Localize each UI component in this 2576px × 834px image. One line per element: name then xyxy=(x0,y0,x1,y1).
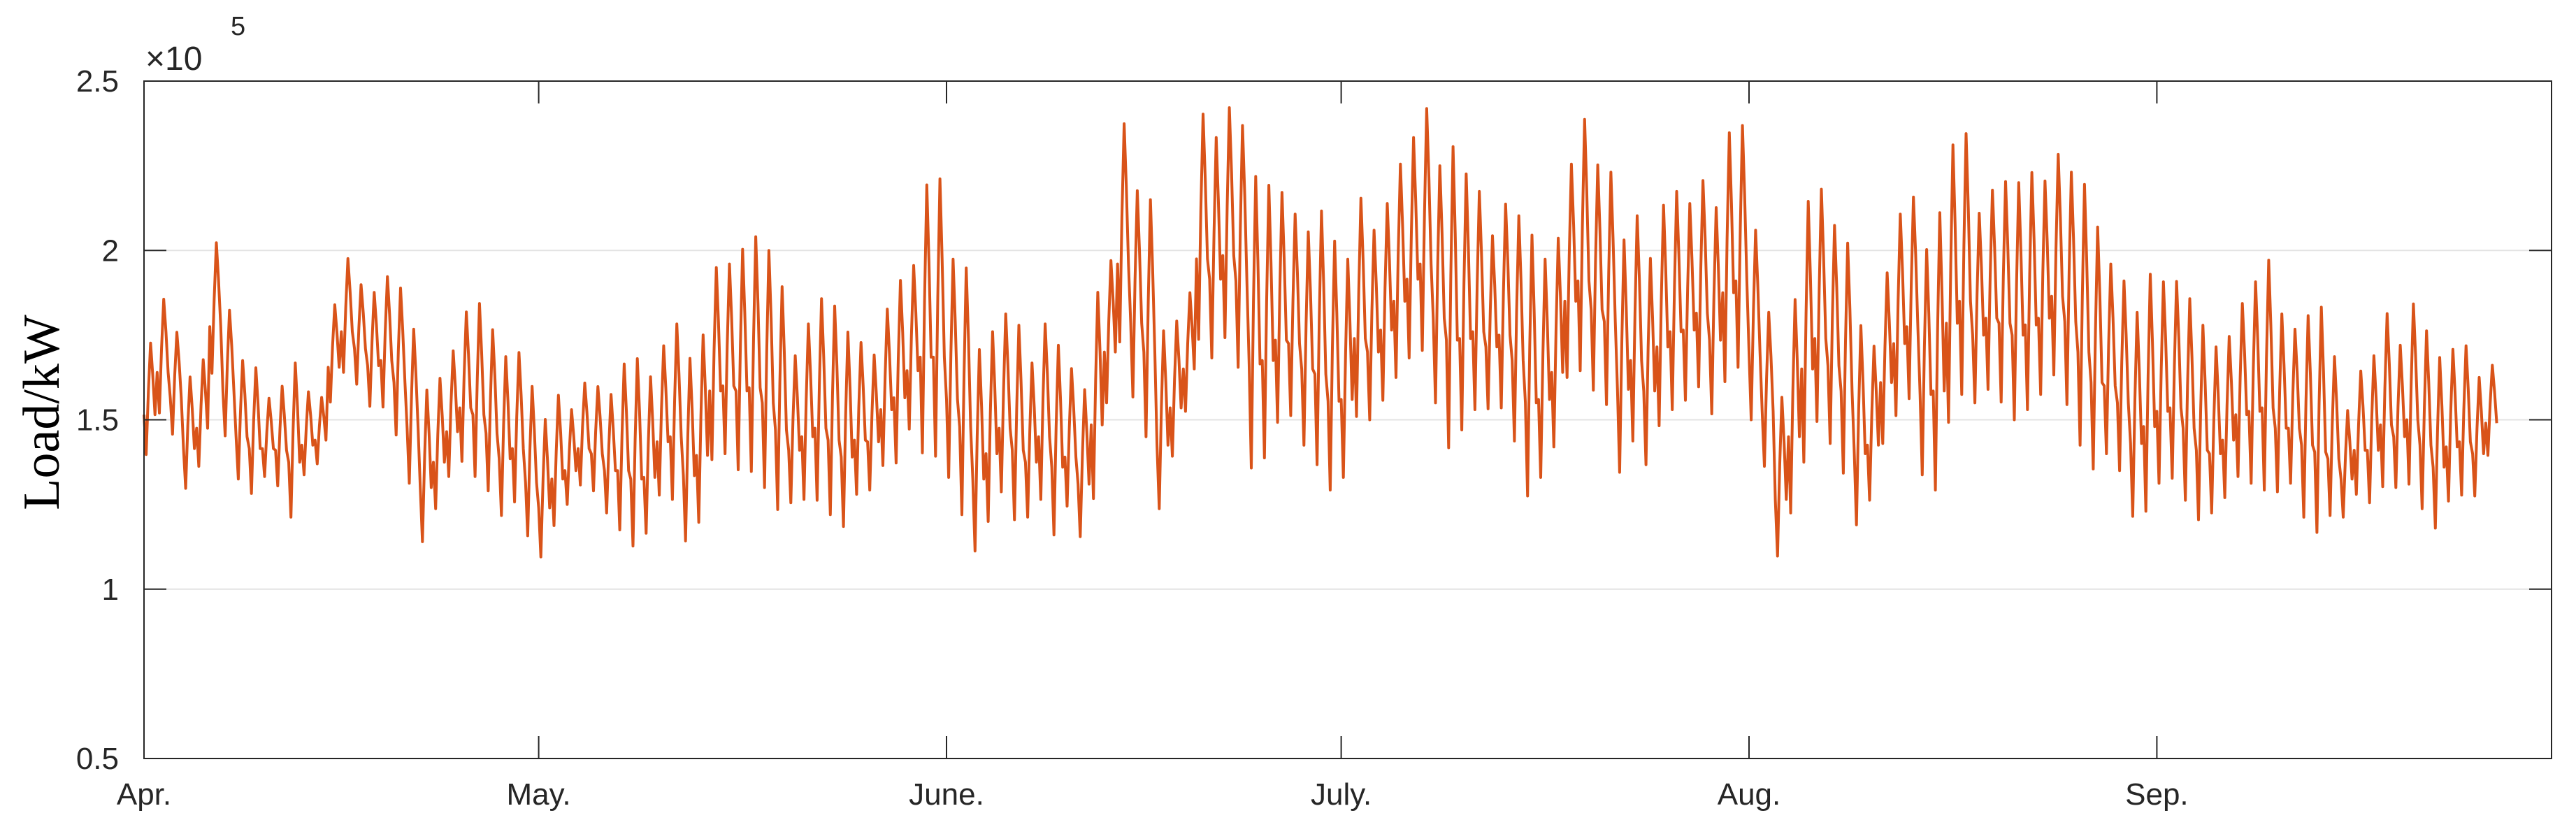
x-axis-ticks: Apr. May. June. July. Aug. Sep. xyxy=(117,81,2189,812)
x-tick-label: June. xyxy=(909,777,984,812)
series-group xyxy=(143,106,2498,559)
exponent-times: ×10 xyxy=(145,41,202,78)
exponent-power: 5 xyxy=(231,12,245,41)
exponent-label: ×10 5 xyxy=(145,12,245,78)
x-tick-label: May. xyxy=(507,777,571,812)
y-tick-label: 0.5 xyxy=(76,742,119,776)
x-tick-label: July. xyxy=(1311,777,1372,812)
y-tick-label: 1 xyxy=(102,573,119,607)
x-tick-label: Apr. xyxy=(117,777,171,812)
load-series-line xyxy=(143,106,2498,559)
y-axis-label: Load/kW xyxy=(13,315,71,510)
y-axis-ticks: 0.5 1 1.5 2 2.5 xyxy=(76,64,2552,776)
y-tick-label: 2 xyxy=(102,233,119,268)
x-tick-label: Aug. xyxy=(1718,777,1781,812)
y-tick-label: 2.5 xyxy=(76,64,119,99)
y-tick-label: 1.5 xyxy=(76,403,119,438)
x-tick-label: Sep. xyxy=(2125,777,2189,812)
